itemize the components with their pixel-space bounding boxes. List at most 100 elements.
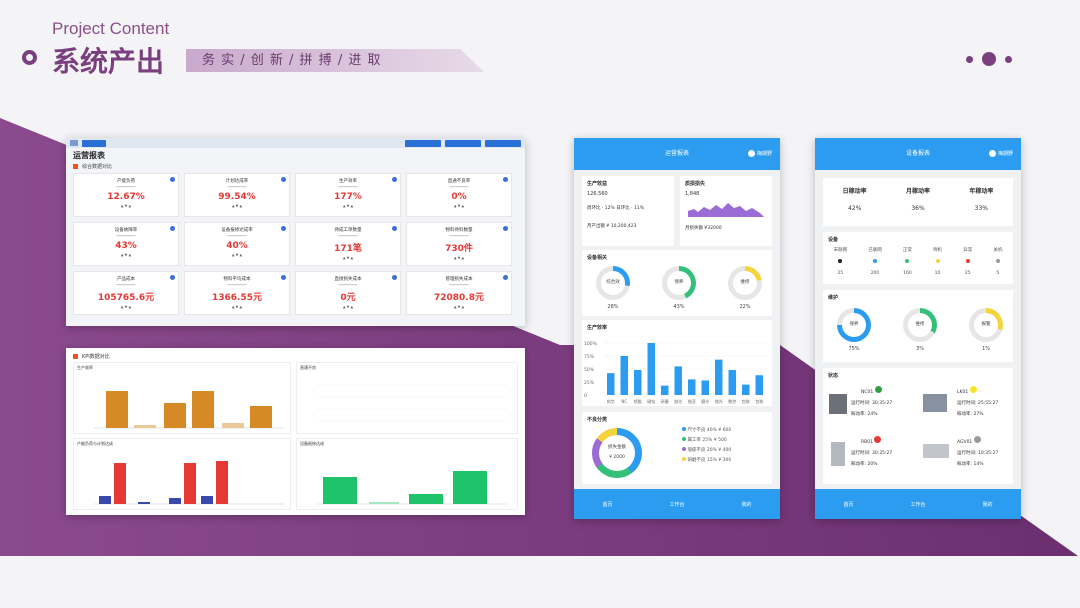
kpi-card[interactable]: 产品成本 ━━━━━━━━━ 105765.6元 ▲ ▼ ▲ [73,271,179,315]
x-tick-label: 抛光 [674,398,682,404]
x-tick-label: 包装 [742,398,750,404]
rate-bar [728,370,736,395]
machine-item[interactable]: AGV01 运行时间: 10:35:27 稼动率: 14% [923,436,1011,470]
panel-title: 产能负荷与计划达成 [77,441,113,446]
machine-item[interactable]: LK01 运行时间: 25:55:27 稼动率: 27% [923,386,1011,420]
ring-value: 22% [739,304,751,310]
kpi-card[interactable]: 直通不良率 ━━━━━━━━━ 0% ▲ ▼ ▲ [406,173,512,217]
chart-panel: 直通不良 [296,362,518,434]
user-link[interactable]: 梅期野 [989,138,1013,170]
kpi-card[interactable]: 物料平均成本 ━━━━━━━━━ 1366.55元 ▲ ▼ ▲ [184,271,290,315]
card-title: 状态 [828,373,839,379]
section-title: KPI数据对比 [66,348,525,362]
rate-bar [634,370,642,395]
x-tick-label: 喷胶 [634,398,642,404]
y-tick-label: 25% [584,380,595,386]
rate-bar [607,373,615,395]
rate-bar [661,385,669,395]
menu-icon[interactable] [70,140,78,146]
chart-panel: 生产效率 [73,362,291,434]
nav-mine[interactable]: 我的 [741,501,752,508]
x-tick-label: 磨光 [701,398,709,404]
device-card: 设备相关 综合效 28% 保养 43% 维修 22% [582,250,772,316]
phone-title: 设备报表 [905,150,930,157]
ring-gauge: 保养 [662,266,696,300]
toolbar-button[interactable] [405,139,441,147]
ring-value: 43% [673,304,685,310]
card-title: 质损损失 [685,181,706,187]
rate-bar-chart: 100%75%50%25%0刻字 NC 喷胶 磁钻 研磨 抛光 抛亚 磨光 抛光 数控 包装 包装 [584,341,766,404]
ring-value: 28% [607,304,619,310]
panel-title: 设备报修达成 [300,441,324,446]
page-title: 系统产出 [52,45,165,78]
dashboard-topbar [66,138,525,148]
output-value: 126,560 [587,191,608,197]
kpi-card[interactable]: 待成工单数量 ━━━━━━━━━ 171笔 ▲ ▼ ▲ [295,222,401,266]
area-sparkline [688,203,764,217]
phone-header: 运营报表 梅期野 [574,138,780,170]
x-tick-label: 研磨 [661,398,669,404]
panel-title: 生产效率 [77,365,93,370]
ring-value: 3% [916,346,924,352]
toolbar-button[interactable] [445,139,481,147]
ring-gauge: 报警 [969,308,1003,342]
machine-image [923,394,947,412]
machine-image [831,442,845,466]
kpi-card[interactable]: 生产效率 ━━━━━━━━━ 177% ▲ ▼ ▲ [295,173,401,217]
chart-panel: 设备报修达成 [296,438,518,510]
machine-image [829,394,847,414]
rate-card: 生产效率 100% 75% 50% 25% 0 刻字 NC 喷胶 磁钻 研磨 抛光 抛亚 磨光 抛光 数控包… [582,320,772,406]
rate-bar [742,384,750,395]
card-title: 不良分类 [587,417,608,423]
loss-month: 月损失额 ¥32000 [685,226,722,231]
status-card: 状态 NC01 运行时间: 30:35:27 稼动率: 24% LK01 运行时… [823,368,1013,484]
dashboard-title: 运营报表 [73,151,105,160]
header-subtitle: Project Content [52,19,170,38]
x-tick-label: 数控 [728,398,736,404]
nav-home[interactable]: 首页 [843,501,854,508]
toolbar-button[interactable] [485,139,521,147]
kpi-card[interactable]: 设备故障率 ━━━━━━━━━ 43% ▲ ▼ ▲ [73,222,179,266]
nav-mine[interactable]: 我的 [982,501,993,508]
kpi-card[interactable]: 物料待料数量 ━━━━━━━━━ 730件 ▲ ▼ ▲ [406,222,512,266]
circle-icon [22,50,37,65]
grouped-bar-chart [94,461,284,505]
bar-chart [317,471,507,505]
dashboard-screenshot: 运营报表 综合数据对比 产能负荷 ━━━━━━━━━ 12.67% ▲ ▼ ▲ 计划达… [66,138,525,326]
kpi-card[interactable]: 设备报修达成率 ━━━━━━━━━ 40% ▲ ▼ ▲ [184,222,290,266]
user-link[interactable]: 梅期野 [748,138,772,170]
x-tick-label: 刻字 [607,398,615,404]
nav-workbench[interactable]: 工作台 [910,501,926,508]
kpi-card[interactable]: 产能负荷 ━━━━━━━━━ 12.67% ▲ ▼ ▲ [73,173,179,217]
x-tick-label: 抛亚 [688,398,696,404]
loss-card: 质损损失 1,848 月损失额 ¥32000 [680,176,772,246]
output-compare: 周环比 · 12% 日环比 · 11% [587,206,645,211]
rate-bar [715,359,723,395]
loss-value: 1,848 [685,191,700,197]
y-tick-label: 0 [584,393,587,399]
ring-gauge: 保养 [837,308,871,342]
nav-home[interactable]: 首页 [602,501,613,508]
panel-title: 直通不良 [300,365,316,370]
rates-card: 日稼动率 42% 月稼动率 36% 年稼动率 33% [823,178,1013,226]
kpi-card[interactable]: 计划达成率 ━━━━━━━━━ 99.54% ▲ ▼ ▲ [184,173,290,217]
card-title: 生产效益 [587,181,608,187]
card-title: 维护 [828,295,839,301]
dots-decoration [966,52,1012,66]
output-month: 月产出额 ¥ 10,200,423 [587,224,637,229]
section-title: 综合数据对比 [66,163,525,173]
empty-chart [317,384,507,422]
y-tick-label: 100% [584,341,598,347]
machine-item[interactable]: NC01 运行时间: 30:35:27 稼动率: 24% [829,386,917,420]
kpi-card[interactable]: 直接损失成本 ━━━━━━━━━ 0元 ▲ ▼ ▲ [295,271,401,315]
ring-gauge: 综合效 [596,266,630,300]
donut-chart: 损失金额 ¥ 2000 [592,428,642,478]
kpi-card[interactable]: 管理损失成本 ━━━━━━━━━ 72080.8元 ▲ ▼ ▲ [406,271,512,315]
chart-panel: 产能负荷与计划达成 [73,438,291,510]
machine-item[interactable]: RB01 运行时间: 30:35:27 稼动率: 20% [829,436,917,470]
tab-button[interactable] [82,139,106,147]
x-tick-label: NC [621,399,627,404]
nav-workbench[interactable]: 工作台 [669,501,685,508]
bar-chart [94,391,284,429]
